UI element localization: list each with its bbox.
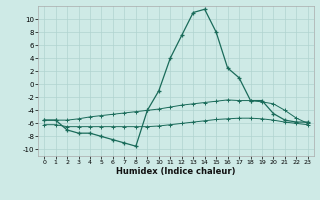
X-axis label: Humidex (Indice chaleur): Humidex (Indice chaleur)	[116, 167, 236, 176]
